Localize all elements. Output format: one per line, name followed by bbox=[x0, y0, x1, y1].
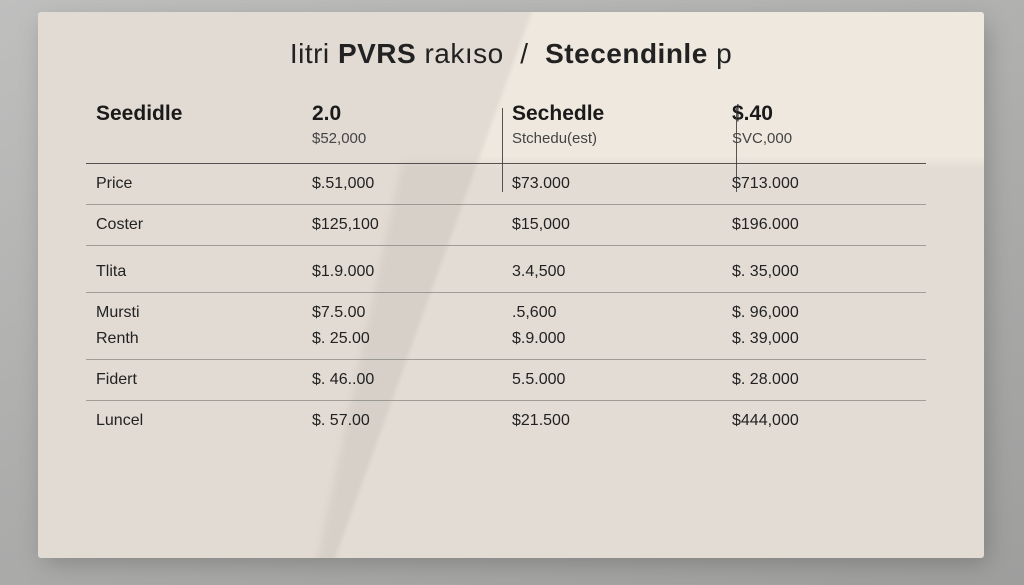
row-rule bbox=[86, 245, 926, 246]
row-value: $. 35,000 bbox=[726, 252, 926, 292]
row-value: $. 96,000 bbox=[726, 293, 926, 326]
row-label: Renth bbox=[86, 326, 306, 359]
pricing-table: Seedidle 2.0 Sechedle $.40 $52,000 Stche… bbox=[86, 96, 936, 441]
title-seg-2: PVRS bbox=[338, 38, 416, 69]
col-header-4: $.40 bbox=[726, 96, 926, 130]
row-value: 3.4,500 bbox=[506, 252, 726, 292]
row-value: $15,000 bbox=[506, 205, 726, 245]
row-value: $1.9.000 bbox=[306, 252, 506, 292]
row-label: Coster bbox=[86, 205, 306, 245]
row-value: $444,000 bbox=[726, 401, 926, 441]
col-subheader-4: SVC,000 bbox=[726, 130, 926, 161]
row-value: $73.000 bbox=[506, 164, 726, 204]
row-value: $. 28.000 bbox=[726, 360, 926, 400]
col-header-1: Seedidle bbox=[86, 96, 306, 130]
row-value: $.51,000 bbox=[306, 164, 506, 204]
row-value: $125,100 bbox=[306, 205, 506, 245]
row-value: 5.5.000 bbox=[506, 360, 726, 400]
row-label: Luncel bbox=[86, 401, 306, 441]
row-label: Fidert bbox=[86, 360, 306, 400]
title-sep: / bbox=[520, 38, 528, 69]
row-value: $. 46..00 bbox=[306, 360, 506, 400]
stage: Iitri PVRS rakıso / Stecendinle p Seedid… bbox=[0, 0, 1024, 585]
row-rule bbox=[86, 204, 926, 205]
row-label: Mursti bbox=[86, 293, 306, 326]
row-value: $. 25.00 bbox=[306, 326, 506, 359]
row-value: $21.500 bbox=[506, 401, 726, 441]
header-rule bbox=[86, 163, 926, 164]
row-label: Price bbox=[86, 164, 306, 204]
row-value: $196.000 bbox=[726, 205, 926, 245]
header-divider-2 bbox=[736, 108, 737, 192]
col-subheader-1 bbox=[86, 130, 306, 161]
title-seg-4: Stecendinle bbox=[545, 38, 708, 69]
row-value: $. 57.00 bbox=[306, 401, 506, 441]
row-value: $713.000 bbox=[726, 164, 926, 204]
page-title: Iitri PVRS rakıso / Stecendinle p bbox=[86, 38, 936, 70]
title-seg-3: rakıso bbox=[424, 38, 503, 69]
title-seg-5: p bbox=[716, 38, 732, 69]
col-header-3: Sechedle bbox=[506, 96, 726, 130]
row-label: Tlita bbox=[86, 252, 306, 292]
row-rule bbox=[86, 359, 926, 360]
row-value: $.9.000 bbox=[506, 326, 726, 359]
header-divider-1 bbox=[502, 108, 503, 192]
row-value: $7.5.00 bbox=[306, 293, 506, 326]
col-header-2: 2.0 bbox=[306, 96, 506, 130]
row-rule bbox=[86, 400, 926, 401]
row-value: .5,600 bbox=[506, 293, 726, 326]
document-card: Iitri PVRS rakıso / Stecendinle p Seedid… bbox=[38, 12, 984, 558]
col-subheader-2: $52,000 bbox=[306, 130, 506, 161]
row-value: $. 39,000 bbox=[726, 326, 926, 359]
col-subheader-3: Stchedu(est) bbox=[506, 130, 726, 161]
title-seg-1: Iitri bbox=[290, 38, 330, 69]
card-content: Iitri PVRS rakıso / Stecendinle p Seedid… bbox=[38, 12, 984, 461]
row-rule bbox=[86, 292, 926, 293]
